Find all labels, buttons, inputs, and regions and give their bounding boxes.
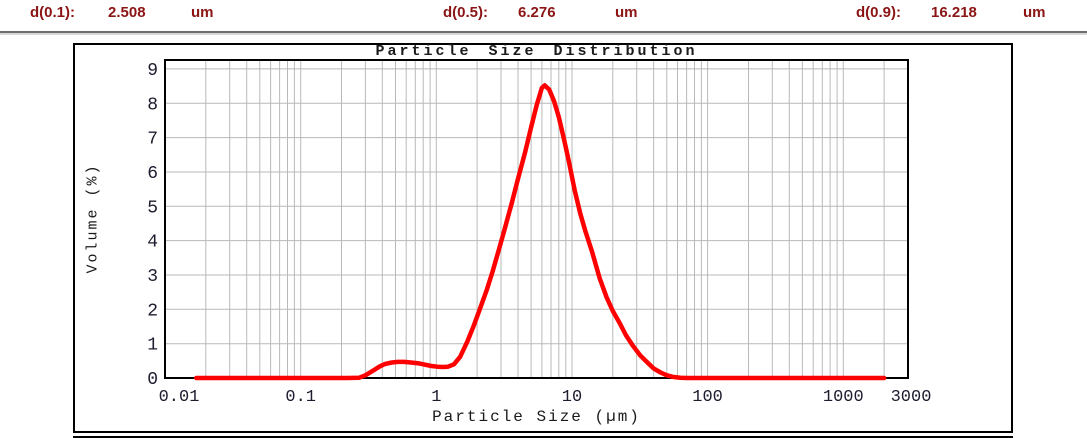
d05-label: d(0.5):	[443, 4, 488, 21]
y-tick-label: 1	[147, 336, 158, 356]
d05-value: 6.276	[518, 4, 556, 21]
x-tick-label: 100	[692, 388, 723, 407]
x-tick-label: 3000	[891, 388, 932, 407]
d09-unit: um	[1023, 4, 1046, 21]
y-tick-label: 3	[147, 267, 158, 287]
x-tick-label: 1	[431, 388, 441, 407]
y-tick-label: 2	[147, 301, 158, 321]
y-tick-label: 7	[147, 130, 158, 150]
d09-value: 16.218	[931, 4, 977, 21]
d09-label: d(0.9):	[856, 4, 901, 21]
volume-curve	[194, 83, 887, 381]
d01-label: d(0.1):	[30, 4, 75, 21]
x-tick-label: 1000	[823, 388, 864, 407]
x-tick-label: 10	[562, 388, 582, 407]
y-tick-label: 5	[147, 198, 158, 218]
x-tick-label: 0.1	[285, 388, 316, 407]
y-tick-label: 9	[147, 61, 158, 81]
chart-title: Particle Size Distribution	[375, 43, 698, 60]
d01-unit: um	[191, 4, 214, 21]
x-axis-label: Particle Size (µm)	[432, 408, 641, 426]
header-divider	[0, 31, 1087, 33]
particle-size-chart: 0.01 0.1 1 10 100 1000 3000 0 1 2 3 4 5 6 7 8 9	[147, 59, 932, 407]
y-tick-label: 4	[147, 233, 158, 253]
plot-border	[164, 59, 909, 379]
d05-unit: um	[615, 4, 638, 21]
x-tick-label: 0.01	[159, 388, 200, 407]
d01-value: 2.508	[108, 4, 146, 21]
y-tick-label: 8	[147, 95, 158, 115]
y-tick-label: 6	[147, 164, 158, 184]
next-section-border	[73, 436, 1013, 438]
y-tick-label: 0	[147, 370, 158, 390]
